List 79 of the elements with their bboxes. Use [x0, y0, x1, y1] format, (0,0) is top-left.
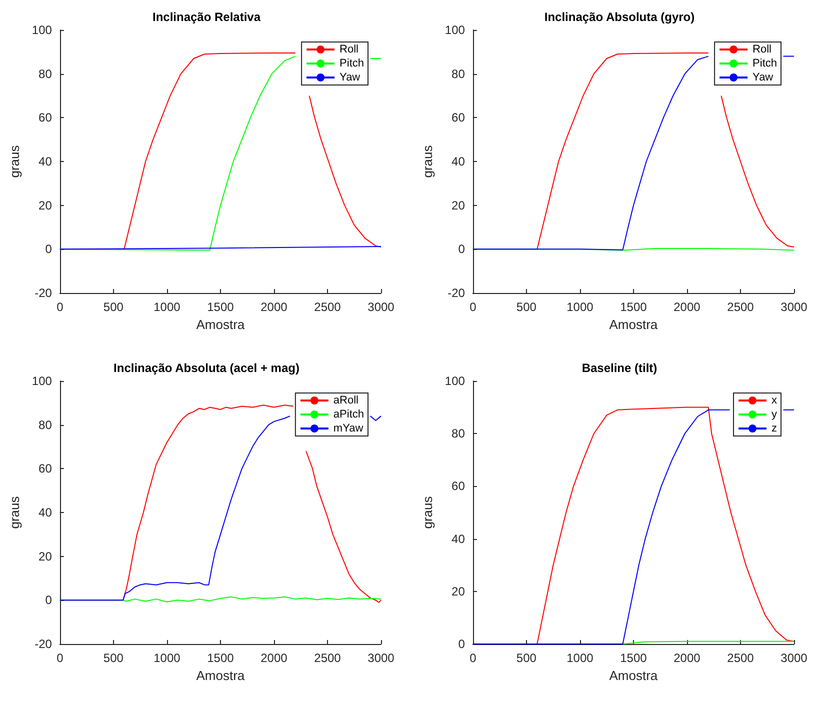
legend-label: z	[772, 422, 777, 434]
x-tick-label: 500	[516, 300, 537, 314]
y-tick-label: 0	[45, 593, 52, 608]
y-axis-title: graus	[420, 496, 435, 529]
x-tick-label: 0	[56, 300, 64, 314]
y-tick-label: 60	[452, 479, 466, 494]
y-tick-label: 100	[32, 23, 52, 37]
x-tick-label: 0	[470, 651, 477, 665]
chart-title: Inclinação Absoluta (acel + mag)	[114, 361, 300, 375]
x-axis-title: Amostra	[609, 668, 658, 683]
x-tick-label: 2500	[727, 651, 754, 665]
y-axis-title: graus	[7, 496, 22, 529]
x-axis-title: Amostra	[609, 316, 658, 332]
x-axis-title: Amostra	[196, 668, 246, 683]
x-tick-label: 2000	[260, 651, 288, 665]
y-tick-label: -20	[34, 637, 52, 651]
legend-label: Yaw	[340, 72, 360, 84]
legend-label: y	[772, 408, 778, 420]
y-tick-label: 20	[452, 584, 466, 598]
legend-label: Roll	[340, 44, 358, 56]
chart-title: Inclinação Absoluta (gyro)	[544, 10, 695, 24]
y-tick-label: 100	[444, 374, 466, 388]
x-tick-label: 2000	[674, 651, 701, 665]
x-tick-label: 500	[103, 300, 124, 314]
y-tick-label: 80	[452, 426, 466, 441]
y-tick-label: 40	[38, 154, 52, 168]
y-tick-label: 20	[452, 198, 466, 212]
y-tick-label: 100	[32, 374, 52, 388]
x-tick-label: 2000	[674, 300, 701, 314]
y-tick-label: 0	[45, 242, 52, 256]
y-tick-label: 80	[452, 66, 466, 81]
x-tick-label: 0	[470, 300, 477, 314]
x-tick-label: 1500	[207, 300, 234, 314]
y-tick-label: 40	[452, 532, 466, 546]
y-tick-label: 60	[38, 110, 52, 125]
y-axis-title: graus	[7, 144, 22, 178]
y-tick-label: 20	[38, 198, 52, 212]
y-tick-label: 80	[38, 66, 52, 81]
y-axis-title: graus	[420, 144, 435, 178]
x-tick-label: 3000	[780, 300, 808, 314]
y-tick-label: -20	[34, 286, 52, 300]
x-tick-label: 1500	[207, 651, 234, 665]
legend-label: x	[772, 394, 778, 406]
y-tick-label: 0	[458, 242, 466, 256]
x-tick-label: 2500	[314, 300, 342, 314]
x-tick-label: 1500	[620, 300, 648, 314]
y-tick-label: 40	[38, 506, 52, 520]
x-tick-label: 3000	[780, 651, 808, 665]
legend-label: aPitch	[333, 408, 364, 420]
chart-title: Inclinação Relativa	[152, 10, 261, 24]
x-tick-label: 1500	[620, 651, 648, 665]
x-tick-label: 1000	[154, 300, 181, 314]
y-tick-label: 40	[452, 154, 466, 168]
x-tick-label: 2500	[727, 300, 754, 314]
x-tick-label: 1000	[566, 651, 594, 665]
x-tick-label: 1000	[566, 300, 594, 314]
y-tick-label: -20	[448, 286, 466, 300]
x-axis-title: Amostra	[196, 316, 246, 332]
x-tick-label: 3000	[368, 300, 395, 314]
y-tick-label: 60	[452, 110, 466, 125]
x-tick-label: 1000	[154, 651, 181, 665]
legend-label: Roll	[752, 44, 772, 56]
x-tick-label: 500	[516, 651, 537, 665]
y-tick-label: 80	[38, 418, 52, 432]
y-tick-label: 0	[458, 637, 466, 651]
y-tick-label: 60	[38, 462, 52, 476]
x-tick-label: 0	[56, 651, 64, 665]
x-tick-label: 3000	[368, 651, 395, 665]
legend-label: Pitch	[752, 58, 778, 70]
x-tick-label: 2500	[314, 651, 342, 665]
y-tick-label: 20	[38, 549, 52, 564]
legend-label: mYaw	[333, 422, 364, 434]
legend-label: Yaw	[752, 72, 774, 84]
x-tick-label: 2000	[260, 300, 288, 314]
legend-label: aRoll	[333, 394, 359, 406]
chart-title: Baseline (tilt)	[582, 361, 658, 375]
legend-label: Pitch	[340, 58, 364, 70]
x-tick-label: 500	[103, 651, 124, 665]
y-tick-label: 100	[444, 23, 466, 37]
